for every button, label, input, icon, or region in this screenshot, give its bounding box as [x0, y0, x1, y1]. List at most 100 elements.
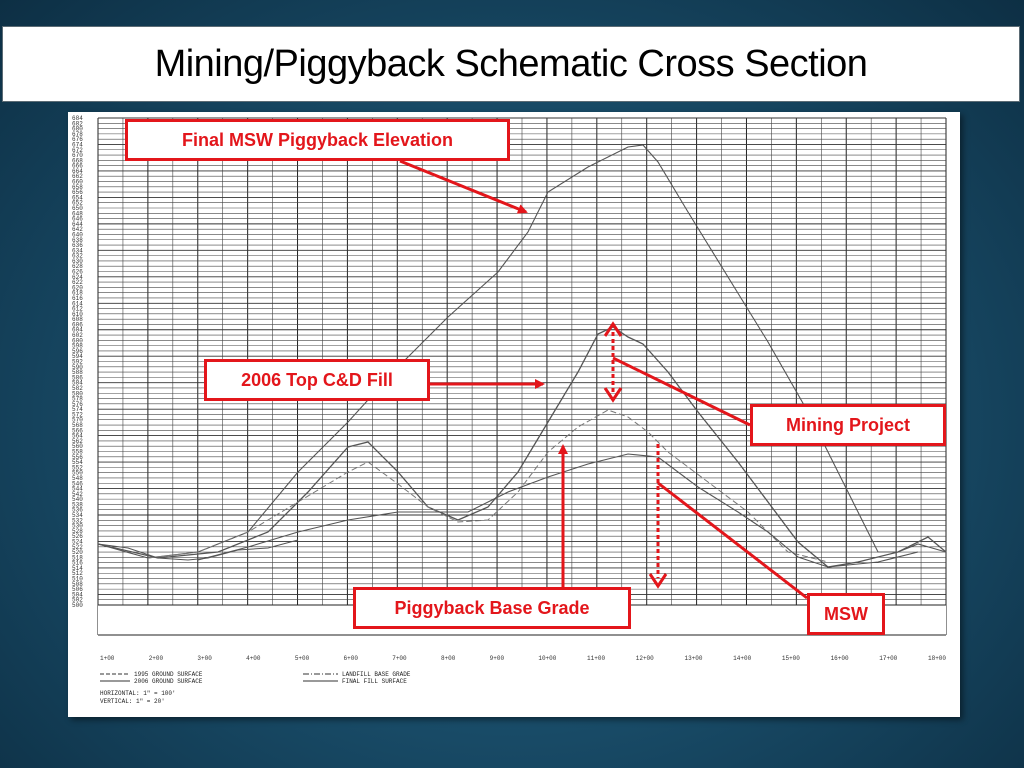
callout-msw: MSW	[807, 593, 885, 635]
elevation-tick-label: 682	[72, 120, 83, 127]
elevation-tick-label: 538	[72, 501, 83, 508]
station-tick-label: 17+00	[879, 655, 897, 662]
elevation-tick-label: 592	[72, 359, 83, 366]
elevation-tick-label: 624	[72, 274, 83, 281]
elevation-tick-label: 654	[72, 194, 83, 201]
elevation-tick-label: 518	[72, 554, 83, 561]
elevation-tick-label: 644	[72, 221, 83, 228]
station-tick-label: 9+00	[490, 655, 505, 662]
elevation-tick-label: 570	[72, 417, 83, 424]
elevation-tick-label: 588	[72, 369, 83, 376]
elevation-tick-label: 578	[72, 396, 83, 403]
station-tick-label: 11+00	[587, 655, 605, 662]
elevation-tick-label: 564	[72, 433, 83, 440]
elevation-tick-label: 562	[72, 438, 83, 445]
elevation-tick-label: 552	[72, 464, 83, 471]
callout-piggyback-base-grade: Piggyback Base Grade	[353, 587, 631, 629]
legend-2006-ground: 2006 GROUND SURFACE	[134, 678, 203, 685]
elevation-tick-label: 596	[72, 348, 83, 355]
top-cd-fill-line	[97, 326, 947, 568]
elevation-tick-label: 522	[72, 544, 83, 551]
elevation-tick-label: 664	[72, 168, 83, 175]
elevation-tick-label: 584	[72, 380, 83, 387]
elevation-tick-label: 626	[72, 269, 83, 276]
elevation-tick-label: 636	[72, 242, 83, 249]
station-tick-label: 18+00	[928, 655, 946, 662]
elevation-tick-label: 640	[72, 231, 83, 238]
elevation-tick-label: 554	[72, 459, 83, 466]
elevation-tick-label: 674	[72, 141, 83, 148]
elevation-tick-label: 528	[72, 528, 83, 535]
elevation-tick-label: 614	[72, 300, 83, 307]
elevation-tick-label: 530	[72, 523, 83, 530]
elevation-tick-label: 622	[72, 279, 83, 286]
callout-top-cd-label: 2006 Top C&D Fill	[241, 369, 393, 390]
station-tick-label: 13+00	[684, 655, 702, 662]
elevation-tick-label: 678	[72, 131, 83, 138]
station-tick-label: 5+00	[295, 655, 310, 662]
title-bar: Mining/Piggyback Schematic Cross Section	[2, 26, 1020, 102]
station-tick-label: 8+00	[441, 655, 456, 662]
elevation-tick-label: 606	[72, 321, 83, 328]
elevation-tick-label: 580	[72, 390, 83, 397]
elevation-tick-label: 658	[72, 184, 83, 191]
elevation-tick-label: 620	[72, 284, 83, 291]
elevation-tick-label: 502	[72, 597, 83, 604]
elevation-tick-label: 536	[72, 507, 83, 514]
legend-vertical-scale: VERTICAL: 1" = 20'	[100, 698, 165, 705]
elevation-tick-label: 610	[72, 311, 83, 318]
elevation-tick-label: 586	[72, 374, 83, 381]
elevation-tick-label: 656	[72, 189, 83, 196]
callout-final-msw-elevation: Final MSW Piggyback Elevation	[125, 119, 510, 161]
legend: 1995 GROUND SURFACE 2006 GROUND SURFACE …	[100, 671, 411, 705]
station-tick-label: 10+00	[538, 655, 556, 662]
station-tick-label: 16+00	[831, 655, 849, 662]
elevation-tick-label: 642	[72, 226, 83, 233]
elevation-tick-label: 546	[72, 480, 83, 487]
elevation-tick-label: 684	[72, 115, 83, 122]
callout-mining-project: Mining Project	[750, 404, 946, 446]
elevation-tick-label: 524	[72, 538, 83, 545]
legend-final-fill: FINAL FILL SURFACE	[342, 678, 407, 685]
elevation-tick-label: 510	[72, 576, 83, 583]
elevation-tick-label: 532	[72, 517, 83, 524]
elevation-tick-label: 600	[72, 337, 83, 344]
elevation-tick-label: 594	[72, 353, 83, 360]
station-tick-label: 7+00	[392, 655, 407, 662]
station-tick-label: 3+00	[197, 655, 212, 662]
elevation-tick-label: 516	[72, 560, 83, 567]
station-tick-label: 14+00	[733, 655, 751, 662]
station-tick-label: 6+00	[344, 655, 359, 662]
elevation-tick-label: 512	[72, 570, 83, 577]
elevation-tick-label: 590	[72, 364, 83, 371]
elevation-tick-label: 582	[72, 385, 83, 392]
elevation-tick-label: 662	[72, 173, 83, 180]
msw-ground-surface-line	[197, 453, 919, 568]
elevation-tick-label: 634	[72, 247, 83, 254]
elevation-tick-label: 540	[72, 496, 83, 503]
elevation-tick-label: 574	[72, 406, 83, 413]
elevation-tick-label: 638	[72, 237, 83, 244]
elevation-tick-label: 630	[72, 258, 83, 265]
legend-horizontal-scale: HORIZONTAL: 1" = 100'	[100, 690, 176, 697]
elevation-tick-label: 506	[72, 586, 83, 593]
elevation-tick-label: 612	[72, 306, 83, 313]
elevation-tick-label: 668	[72, 157, 83, 164]
elevation-tick-label: 520	[72, 549, 83, 556]
callout-top-cd-fill: 2006 Top C&D Fill	[204, 359, 430, 401]
elevation-tick-label: 558	[72, 448, 83, 455]
elevation-tick-label: 628	[72, 263, 83, 270]
elevation-tick-label: 572	[72, 411, 83, 418]
elevation-tick-label: 568	[72, 422, 83, 429]
station-axis-labels: 1+00 2+00 3+00 4+00 5+00 6+00 7+00 8+00 9+00 10+0…	[100, 655, 946, 662]
elevation-tick-label: 646	[72, 216, 83, 223]
callout-mining-label: Mining Project	[785, 414, 910, 435]
elevation-tick-label: 508	[72, 581, 83, 588]
elevation-tick-label: 632	[72, 253, 83, 260]
elevation-tick-label: 576	[72, 401, 83, 408]
elevation-tick-label: 602	[72, 332, 83, 339]
elevation-tick-label: 514	[72, 565, 83, 572]
elevation-tick-label: 542	[72, 491, 83, 498]
elevation-tick-label: 544	[72, 486, 83, 493]
elevation-tick-label: 650	[72, 205, 83, 212]
